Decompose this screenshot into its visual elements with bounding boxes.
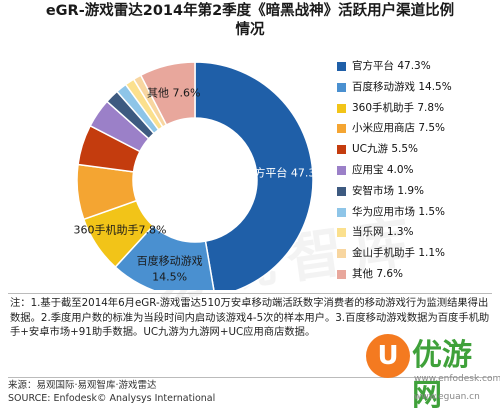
legend-label-8: 当乐网 1.3% <box>352 226 414 239</box>
source-line-en: SOURCE: Enfodesk© Analysys International <box>8 393 216 404</box>
slice-label-1: 百度移动游戏 <box>137 253 203 267</box>
logo-icon: U <box>366 334 410 378</box>
source-divider <box>8 377 492 378</box>
slice-label-2: 360手机助手7.8% <box>73 223 166 237</box>
chart-title-line2: 情况 <box>235 22 265 38</box>
legend-item-4: UC九游 5.5% <box>337 143 497 164</box>
source-line-cn: 来源：易观国际·易观智库·游戏雷达 <box>8 380 157 391</box>
chart-title: eGR-游戏雷达2014年第2季度《暗黑战神》活跃用户渠道比例 情况 <box>0 2 500 40</box>
legend-item-8: 当乐网 1.3% <box>337 226 497 247</box>
legend-label-4: UC九游 5.5% <box>352 143 419 156</box>
legend-swatch-5 <box>337 165 346 175</box>
legend-label-5: 应用宝 4.0% <box>352 163 414 176</box>
legend-label-3: 小米应用商店 7.5% <box>352 122 446 135</box>
legend-swatch-4 <box>337 145 346 155</box>
legend-label-9: 金山手机助手 1.1% <box>352 247 446 260</box>
legend-label-2: 360手机助手 7.8% <box>352 101 445 114</box>
legend-item-5: 应用宝 4.0% <box>337 164 497 185</box>
chart-title-line1: eGR-游戏雷达2014年第2季度《暗黑战神》活跃用户渠道比例 <box>45 3 455 19</box>
slice-label2-1: 14.5% <box>152 270 187 283</box>
legend-item-0: 官方平台 47.3% <box>337 60 497 81</box>
legend-label-10: 其他 7.6% <box>352 267 404 280</box>
slice-label-10: 其他 7.6% <box>147 87 200 100</box>
legend-item-6: 安智市场 1.9% <box>337 185 497 206</box>
slice-label-0: 官方平台 47.3% <box>243 165 325 179</box>
legend-swatch-6 <box>337 186 346 196</box>
legend-swatch-8 <box>337 228 346 238</box>
legend-item-9: 金山手机助手 1.1% <box>337 247 497 268</box>
legend-swatch-10 <box>337 269 346 279</box>
slice-0 <box>194 61 314 290</box>
footnote: 注：1.基于截至2014年6月eGR-游戏雷达510万安卓移动端活跃数字消费者的… <box>10 297 490 338</box>
legend-label-7: 华为应用市场 1.5% <box>352 205 446 218</box>
legend-item-2: 360手机助手 7.8% <box>337 102 497 123</box>
legend-swatch-0 <box>337 62 346 71</box>
legend-swatch-9 <box>337 249 346 259</box>
slice-10 <box>139 61 196 126</box>
legend-swatch-7 <box>337 207 346 217</box>
legend-item-3: 小米应用商店 7.5% <box>337 122 497 143</box>
legend-label-6: 安智市场 1.9% <box>352 184 425 197</box>
note-divider <box>8 293 492 294</box>
legend-item-10: 其他 7.6% <box>337 268 497 289</box>
site-logo: U 优游网 www.enfodesk.com www.eguan.cn <box>366 330 500 413</box>
logo-text: 优游网 <box>412 338 472 413</box>
donut-chart: 官方平台 47.3% 百度移动游戏 14.5% 360手机助手7.8% 其他 7.6% <box>73 61 326 290</box>
logo-sub-url: www.enfodesk.com <box>414 374 500 384</box>
legend-swatch-1 <box>337 82 346 92</box>
legend-swatch-3 <box>337 124 346 134</box>
legend-label-0: 官方平台 47.3% <box>352 60 431 72</box>
legend-label-1: 百度移动游戏 14.5% <box>352 80 452 93</box>
legend-item-7: 华为应用市场 1.5% <box>337 206 497 227</box>
legend-item-1: 百度移动游戏 14.5% <box>337 81 497 102</box>
logo-url: www.eguan.cn <box>414 392 480 402</box>
legend-swatch-2 <box>337 103 346 113</box>
chart-legend: 官方平台 47.3% 百度移动游戏 14.5% 360手机助手 7.8% 小米应用商店… <box>337 60 497 289</box>
